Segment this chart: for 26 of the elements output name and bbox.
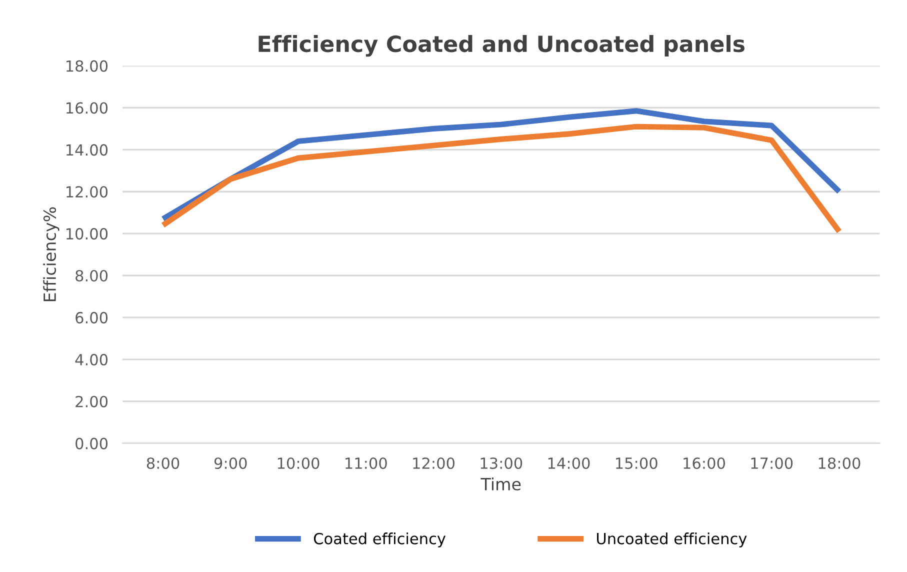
y-tick-label: 16.00	[66, 102, 108, 114]
x-tick-label: 10:00	[278, 457, 320, 470]
y-tick-label: 14.00	[66, 144, 108, 156]
legend-label: Coated efficiency	[314, 532, 446, 548]
x-tick-label: 12:00	[413, 457, 454, 470]
x-tick-label: 13:00	[480, 457, 522, 470]
y-tick-label: 2.00	[76, 396, 108, 408]
chart-title: Efficiency Coated and Uncoated panels	[258, 35, 744, 57]
y-tick-label: 4.00	[75, 354, 108, 366]
y-tick-label: 12.00	[66, 186, 108, 198]
y-tick-label: 0.00	[76, 438, 108, 450]
y-tick-label: 10.00	[66, 228, 108, 240]
x-axis-title: Time	[480, 478, 521, 490]
x-tick-label: 9:00	[214, 457, 247, 470]
x-tick-label: 11:00	[346, 457, 387, 470]
x-tick-label: 18:00	[818, 457, 860, 470]
y-tick-label: 6.00	[76, 312, 108, 324]
legend-label: Uncoated efficiency	[597, 532, 747, 548]
y-axis-title: Efficiency%	[43, 207, 60, 302]
x-tick-label: 14:00	[548, 457, 590, 470]
x-tick-label: 8:00	[146, 457, 180, 470]
x-tick-label: 17:00	[751, 457, 793, 470]
x-tick-label: 16:00	[684, 457, 725, 470]
x-tick-label: 15:00	[616, 457, 658, 470]
y-tick-label: 8.00	[76, 270, 108, 282]
y-tick-label: 18.00	[66, 60, 108, 72]
